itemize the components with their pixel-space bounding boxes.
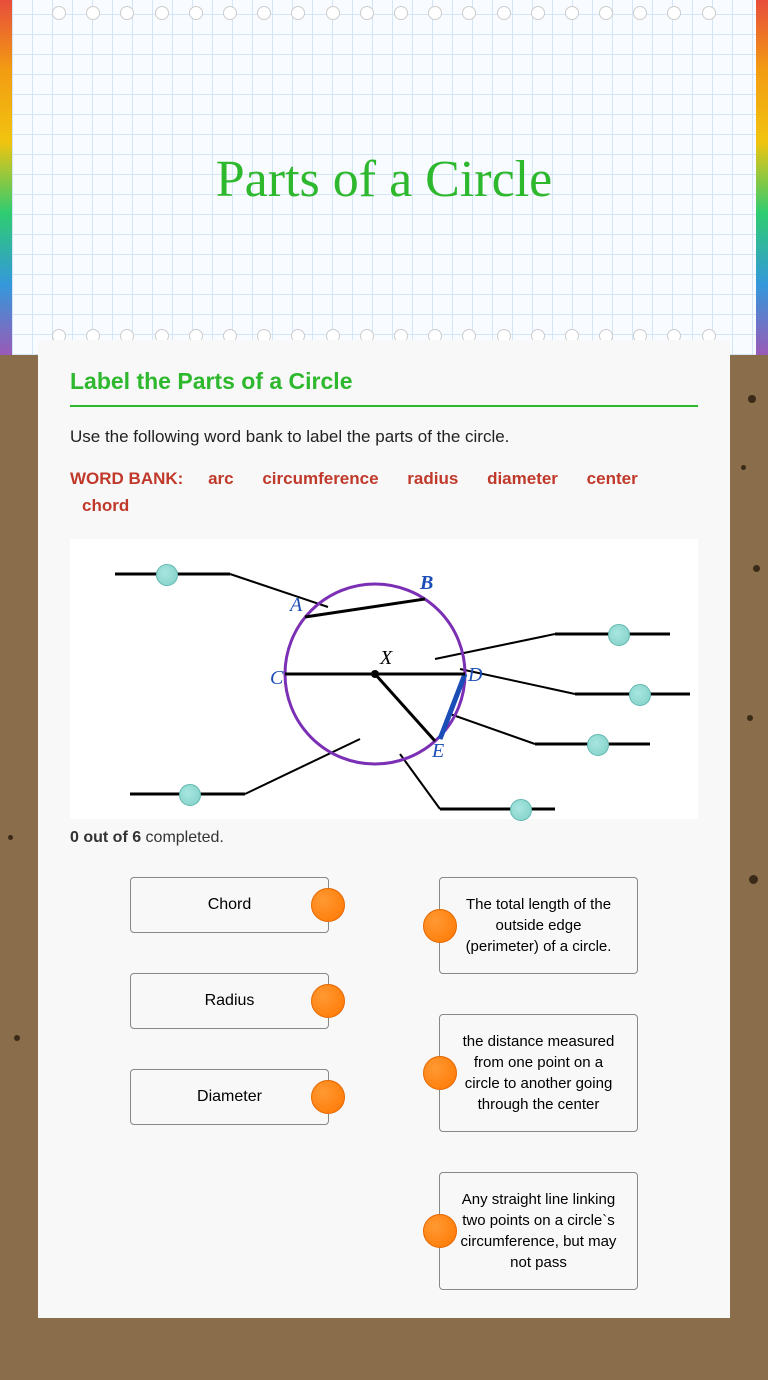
label-c: C	[270, 667, 284, 689]
answer-dot[interactable]	[156, 564, 178, 586]
match-term-box[interactable]: Chord	[130, 877, 329, 933]
answer-dot[interactable]	[629, 684, 651, 706]
label-a: A	[288, 594, 303, 616]
page-title: Parts of a Circle	[12, 0, 756, 209]
word-bank-word: circumference	[262, 469, 378, 488]
section-title: Label the Parts of a Circle	[70, 368, 698, 407]
circle-diagram: A B C D E X	[70, 539, 698, 819]
matching-area: Chord Radius Diameter The total length o…	[70, 877, 698, 1290]
match-connector-dot[interactable]	[423, 1214, 457, 1248]
label-x: X	[379, 647, 393, 669]
match-col-right: The total length of the outside edge (pe…	[439, 877, 638, 1290]
word-bank-word: center	[587, 469, 638, 488]
answer-dot[interactable]	[587, 734, 609, 756]
match-def: the distance measured from one point on …	[458, 1031, 619, 1115]
match-term: Radius	[205, 992, 255, 1010]
instructions-text: Use the following word bank to label the…	[70, 425, 698, 449]
word-bank-word: radius	[407, 469, 458, 488]
match-connector-dot[interactable]	[311, 984, 345, 1018]
progress-count: 0 out of 6	[70, 829, 141, 846]
label-d: D	[467, 664, 483, 686]
match-connector-dot[interactable]	[423, 909, 457, 943]
match-def: The total length of the outside edge (pe…	[458, 894, 619, 957]
match-term-box[interactable]: Diameter	[130, 1069, 329, 1125]
progress-suffix: completed.	[141, 829, 224, 846]
match-col-left: Chord Radius Diameter	[130, 877, 329, 1290]
word-bank-label: WORD BANK:	[70, 469, 183, 488]
word-bank-word: chord	[82, 496, 129, 515]
match-connector-dot[interactable]	[311, 888, 345, 922]
match-term: Diameter	[197, 1088, 262, 1106]
match-term: Chord	[208, 896, 252, 914]
match-connector-dot[interactable]	[311, 1080, 345, 1114]
answer-dot[interactable]	[510, 799, 532, 821]
label-b: B	[419, 572, 433, 594]
match-connector-dot[interactable]	[423, 1056, 457, 1090]
match-def-box[interactable]: the distance measured from one point on …	[439, 1014, 638, 1132]
match-term-box[interactable]: Radius	[130, 973, 329, 1029]
answer-dot[interactable]	[608, 624, 630, 646]
word-bank-word: diameter	[487, 469, 558, 488]
match-def-box[interactable]: Any straight line linking two points on …	[439, 1172, 638, 1290]
answer-dot[interactable]	[179, 784, 201, 806]
label-e: E	[431, 740, 444, 762]
word-bank-word: arc	[208, 469, 234, 488]
header-notebook: Parts of a Circle	[0, 0, 768, 355]
progress-text: 0 out of 6 completed.	[70, 829, 698, 847]
match-def-box[interactable]: The total length of the outside edge (pe…	[439, 877, 638, 974]
spiral-holes-top	[12, 6, 756, 26]
word-bank: WORD BANK: arc circumference radius diam…	[70, 465, 698, 519]
worksheet-card: Label the Parts of a Circle Use the foll…	[38, 340, 730, 1318]
match-def: Any straight line linking two points on …	[458, 1189, 619, 1273]
